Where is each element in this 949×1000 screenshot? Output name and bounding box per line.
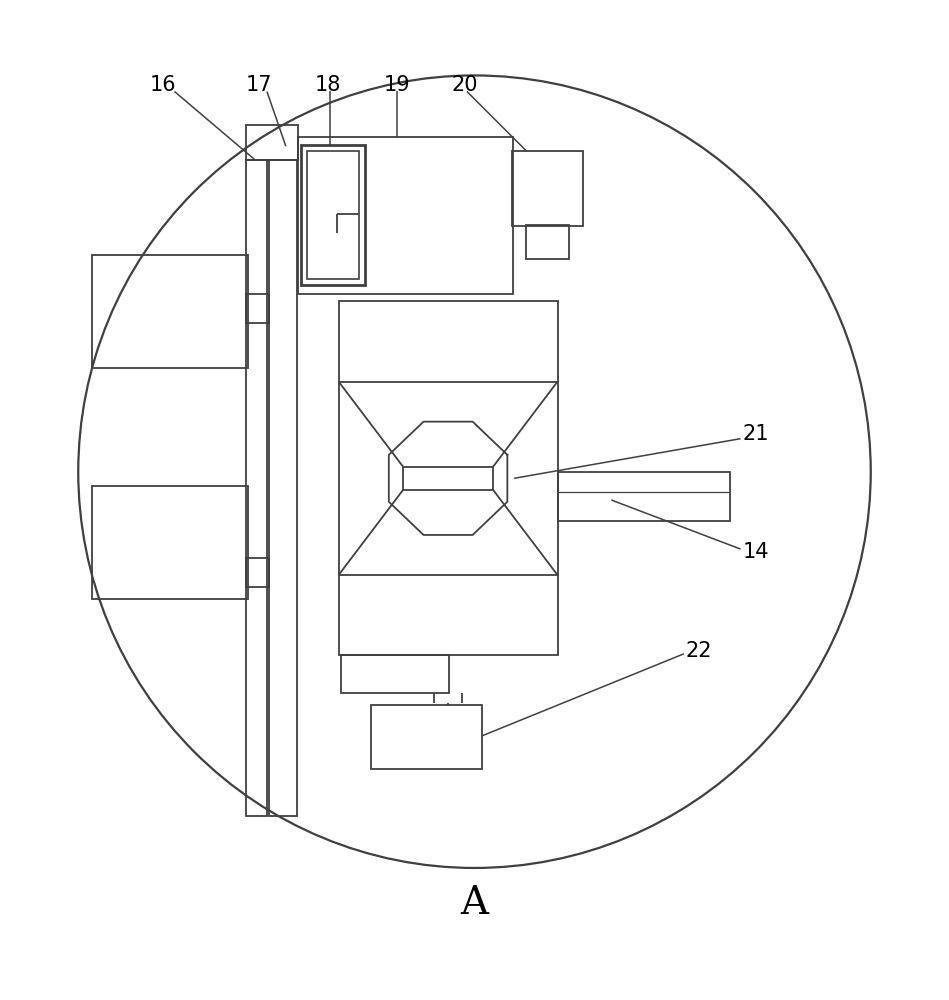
Bar xyxy=(92,255,248,368)
Bar xyxy=(92,486,248,599)
Text: 18: 18 xyxy=(315,75,342,95)
Bar xyxy=(403,467,493,490)
Bar xyxy=(527,225,568,259)
Text: 20: 20 xyxy=(452,75,478,95)
Bar xyxy=(269,160,297,816)
Bar xyxy=(246,125,298,160)
Bar xyxy=(341,655,449,693)
Text: 22: 22 xyxy=(686,641,713,661)
Text: A: A xyxy=(460,885,489,922)
Bar xyxy=(307,151,360,279)
Bar xyxy=(301,145,365,285)
Text: 21: 21 xyxy=(742,424,769,444)
Bar xyxy=(298,137,513,294)
Text: 19: 19 xyxy=(383,75,411,95)
Bar xyxy=(246,558,269,587)
Bar xyxy=(371,705,482,769)
Bar xyxy=(512,151,583,226)
Bar xyxy=(557,472,730,521)
Text: 14: 14 xyxy=(742,542,769,562)
Text: 17: 17 xyxy=(246,75,272,95)
Text: 16: 16 xyxy=(150,75,177,95)
Bar xyxy=(246,294,269,323)
Bar xyxy=(246,160,267,816)
Bar xyxy=(339,301,557,655)
